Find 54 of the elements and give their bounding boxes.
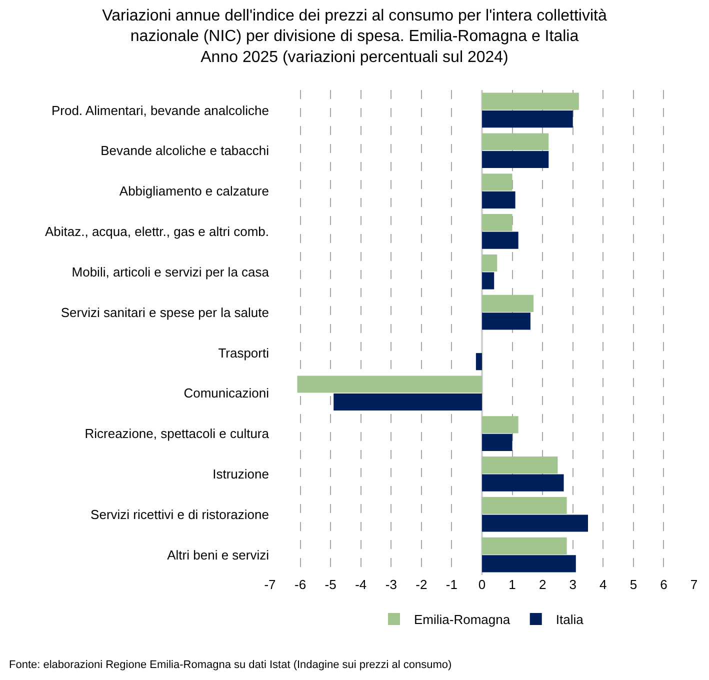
bar <box>482 191 516 208</box>
x-tick-label: 1 <box>508 577 516 592</box>
bar <box>334 393 482 411</box>
bar <box>482 294 534 312</box>
bar <box>482 92 579 110</box>
x-tick-label: 4 <box>600 577 607 592</box>
x-tick-label: 5 <box>630 577 638 592</box>
bar <box>482 474 564 492</box>
legend-label: Emilia-Romagna <box>414 612 511 628</box>
y-tick-label: Comunicazioni <box>184 386 270 401</box>
bar <box>482 537 567 554</box>
bar <box>297 376 482 393</box>
x-tick-label: 7 <box>690 577 698 592</box>
x-tick-label: -5 <box>324 577 336 592</box>
bar <box>482 272 494 290</box>
y-tick-label: Trasporti <box>218 345 270 360</box>
bar <box>482 110 573 128</box>
y-tick-label: Prod. Alimentari, bevande analcoliche <box>51 102 269 118</box>
y-tick-label: Altri beni e servizi <box>167 547 270 562</box>
bar <box>482 133 549 150</box>
y-tick-label: Servizi ricettivi e di ristorazione <box>90 506 269 522</box>
bar <box>482 254 498 272</box>
bar <box>482 434 512 451</box>
x-tick-label: -6 <box>294 577 306 592</box>
bar <box>482 150 549 168</box>
bar <box>482 174 512 191</box>
legend-label: Italia <box>556 612 584 628</box>
x-tick-label: 0 <box>478 577 486 592</box>
x-tick-label: -1 <box>446 577 458 592</box>
y-tick-label: Ricreazione, spettacoli e cultura <box>84 426 270 442</box>
y-tick-label: Abitaz., acqua, elettr., gas e altri comb. <box>44 224 269 240</box>
x-tick-label: -3 <box>385 577 397 592</box>
y-tick-label: Bevande alcoliche e tabacchi <box>100 143 270 158</box>
y-tick-label: Abbigliamento e calzature <box>119 184 269 199</box>
bar <box>476 353 482 370</box>
bar <box>482 514 588 532</box>
y-tick-label: Istruzione <box>212 466 269 482</box>
bar <box>482 456 558 474</box>
y-tick-label: Mobili, articoli e servizi per la casa <box>72 264 270 280</box>
x-tick-label: 3 <box>569 577 576 592</box>
chart-title: Variazioni annue dell'indice dei prezzi al consumo per l'intera collettività nazionale (NIC) per divisione di spesa. Emilia-Romagna e Italia Anno 2025 (variazioni percentuali sul 2024) <box>102 7 607 66</box>
source-note: Fonte: elaborazioni Regione Emilia-Romagna su dati Istat (Indagine sui prezzi al consumo) <box>9 659 452 671</box>
x-tick-label: -7 <box>264 577 276 592</box>
bar <box>482 214 512 232</box>
x-tick-label: -2 <box>416 577 428 592</box>
x-tick-label: -4 <box>355 577 367 592</box>
x-tick-label: 6 <box>660 577 668 592</box>
bar <box>482 496 567 514</box>
y-tick-label: Servizi sanitari e spese per la salute <box>60 304 269 320</box>
x-tick-label: 2 <box>538 577 546 592</box>
bar <box>482 416 518 434</box>
bar <box>482 555 576 572</box>
bar <box>482 312 530 330</box>
bar <box>482 232 518 249</box>
